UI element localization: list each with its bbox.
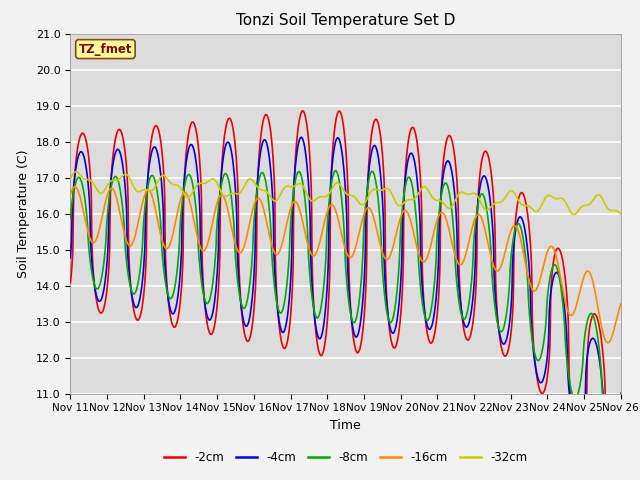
Text: TZ_fmet: TZ_fmet	[79, 43, 132, 56]
X-axis label: Time: Time	[330, 419, 361, 432]
Legend: -2cm, -4cm, -8cm, -16cm, -32cm: -2cm, -4cm, -8cm, -16cm, -32cm	[159, 446, 532, 469]
Y-axis label: Soil Temperature (C): Soil Temperature (C)	[17, 149, 30, 278]
Title: Tonzi Soil Temperature Set D: Tonzi Soil Temperature Set D	[236, 13, 455, 28]
